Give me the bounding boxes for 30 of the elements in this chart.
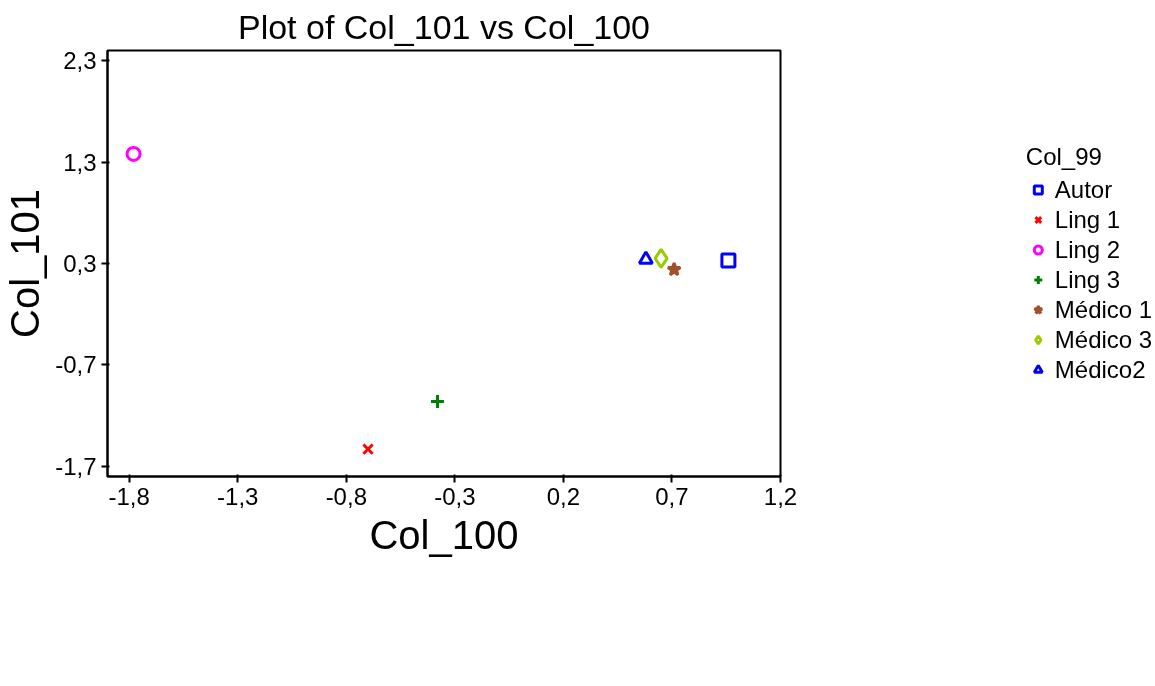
legend-label: Médico 3 xyxy=(1054,325,1153,354)
x-tick-label: -1,3 xyxy=(217,482,259,510)
y-tick-label: -1,7 xyxy=(55,452,97,480)
point xyxy=(720,252,737,269)
legend-label: Autor xyxy=(1054,175,1113,204)
y-tick-label: 2,3 xyxy=(63,47,97,75)
point xyxy=(429,393,446,410)
legend-label: Ling 1 xyxy=(1054,205,1121,234)
legend-title: Col_99 xyxy=(1025,142,1103,171)
legend-label: Ling 3 xyxy=(1054,265,1121,294)
x-tick-label: -0,8 xyxy=(325,482,367,510)
y-tick-label: 1,3 xyxy=(63,148,97,176)
x-tick-label: -0,3 xyxy=(434,482,476,510)
legend-label: Ling 2 xyxy=(1054,235,1121,264)
x-tick-label: 0,2 xyxy=(546,482,581,510)
legend-label: Médico2 xyxy=(1054,355,1146,384)
point xyxy=(361,443,375,456)
y-axis-title: Col_101 xyxy=(3,188,48,338)
x-tick-label: 0,7 xyxy=(655,482,689,510)
point xyxy=(125,145,142,162)
y-tick-label: -0,7 xyxy=(55,351,97,379)
x-axis-title: Col_100 xyxy=(369,512,519,557)
x-tick-label: 1,2 xyxy=(763,482,798,510)
chart-title: Plot of Col_101 vs Col_100 xyxy=(237,7,651,46)
x-tick-label: -1,8 xyxy=(108,482,150,510)
point xyxy=(666,261,682,277)
point xyxy=(653,247,669,269)
y-tick-label: 0,3 xyxy=(63,250,97,277)
legend-label: Médico 1 xyxy=(1054,295,1153,324)
point xyxy=(637,250,654,265)
